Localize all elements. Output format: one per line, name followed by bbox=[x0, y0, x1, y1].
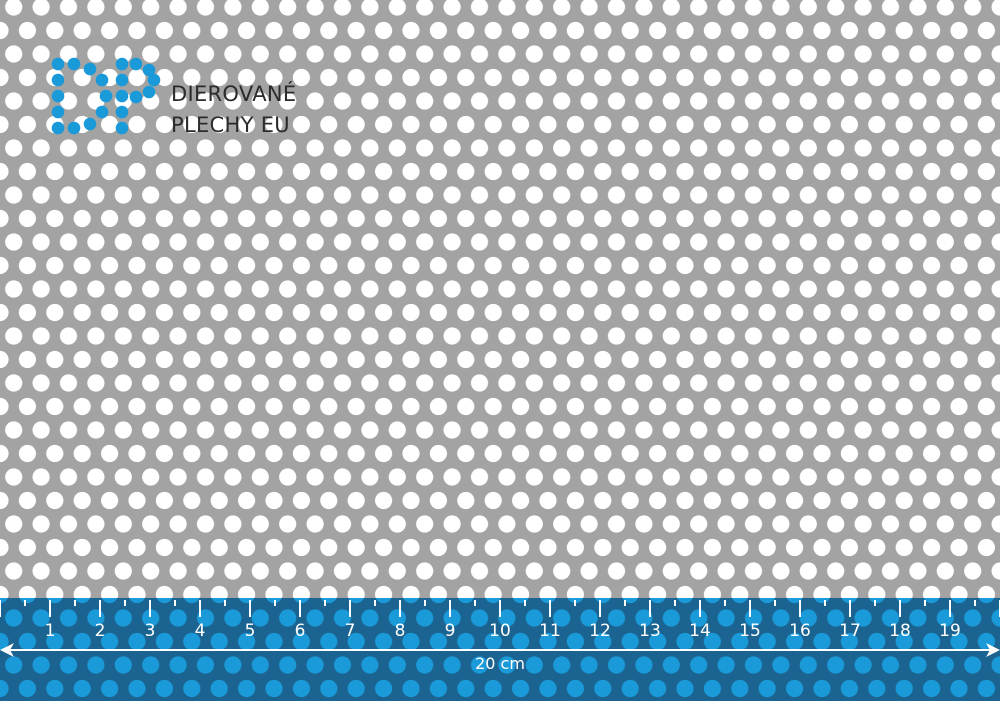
ruler-number: 1 bbox=[44, 621, 56, 641]
ruler-number: 11 bbox=[539, 621, 561, 641]
logo-dot bbox=[142, 85, 156, 99]
logo-dot bbox=[129, 57, 143, 71]
ruler-number: 4 bbox=[194, 621, 206, 641]
logo-dot bbox=[67, 121, 81, 135]
logo-dot bbox=[115, 73, 129, 87]
ruler-number: 9 bbox=[444, 621, 456, 641]
arrow-left-icon bbox=[0, 643, 14, 657]
brand-name-line2: PLECHY EU bbox=[171, 113, 290, 137]
logo-dot bbox=[51, 73, 65, 87]
logo-dot bbox=[83, 62, 97, 76]
logo-dot bbox=[51, 105, 65, 119]
logo-dot bbox=[67, 57, 81, 71]
ruler-number: 15 bbox=[739, 621, 761, 641]
arrow-right-icon bbox=[986, 643, 1000, 657]
logo-dot bbox=[83, 117, 97, 131]
ruler-number: 17 bbox=[839, 621, 861, 641]
ruler-number: 2 bbox=[94, 621, 106, 641]
logo-dot bbox=[115, 121, 129, 135]
ruler-number: 16 bbox=[789, 621, 811, 641]
ruler-number: 8 bbox=[394, 621, 406, 641]
ruler-number: 12 bbox=[589, 621, 611, 641]
ruler-number: 5 bbox=[244, 621, 256, 641]
ruler-length-label: 20 cm bbox=[475, 654, 525, 673]
logo-dot bbox=[142, 63, 156, 77]
ruler-number: 19 bbox=[939, 621, 961, 641]
logo-dot bbox=[95, 73, 109, 87]
logo-dot bbox=[99, 89, 113, 103]
logo-dot bbox=[115, 105, 129, 119]
logo-dot bbox=[147, 73, 161, 87]
brand-name-line1: DIEROVANÉ bbox=[171, 82, 297, 106]
logo-dot bbox=[95, 105, 109, 119]
ruler-number: 7 bbox=[344, 621, 356, 641]
logo-icon bbox=[51, 57, 161, 135]
logo-dot bbox=[51, 89, 65, 103]
ruler-number: 13 bbox=[639, 621, 661, 641]
ruler-number: 3 bbox=[144, 621, 156, 641]
logo-dot bbox=[129, 90, 143, 104]
ruler-number: 10 bbox=[489, 621, 511, 641]
ruler-number: 18 bbox=[889, 621, 911, 641]
ruler-ticks bbox=[0, 600, 1000, 617]
ruler-number: 14 bbox=[689, 621, 711, 641]
length-arrow bbox=[0, 643, 1000, 657]
logo-dot bbox=[51, 121, 65, 135]
logo-dot bbox=[115, 89, 129, 103]
logo-dot bbox=[51, 57, 65, 71]
ruler-number: 6 bbox=[294, 621, 306, 641]
logo-dot bbox=[115, 57, 129, 71]
